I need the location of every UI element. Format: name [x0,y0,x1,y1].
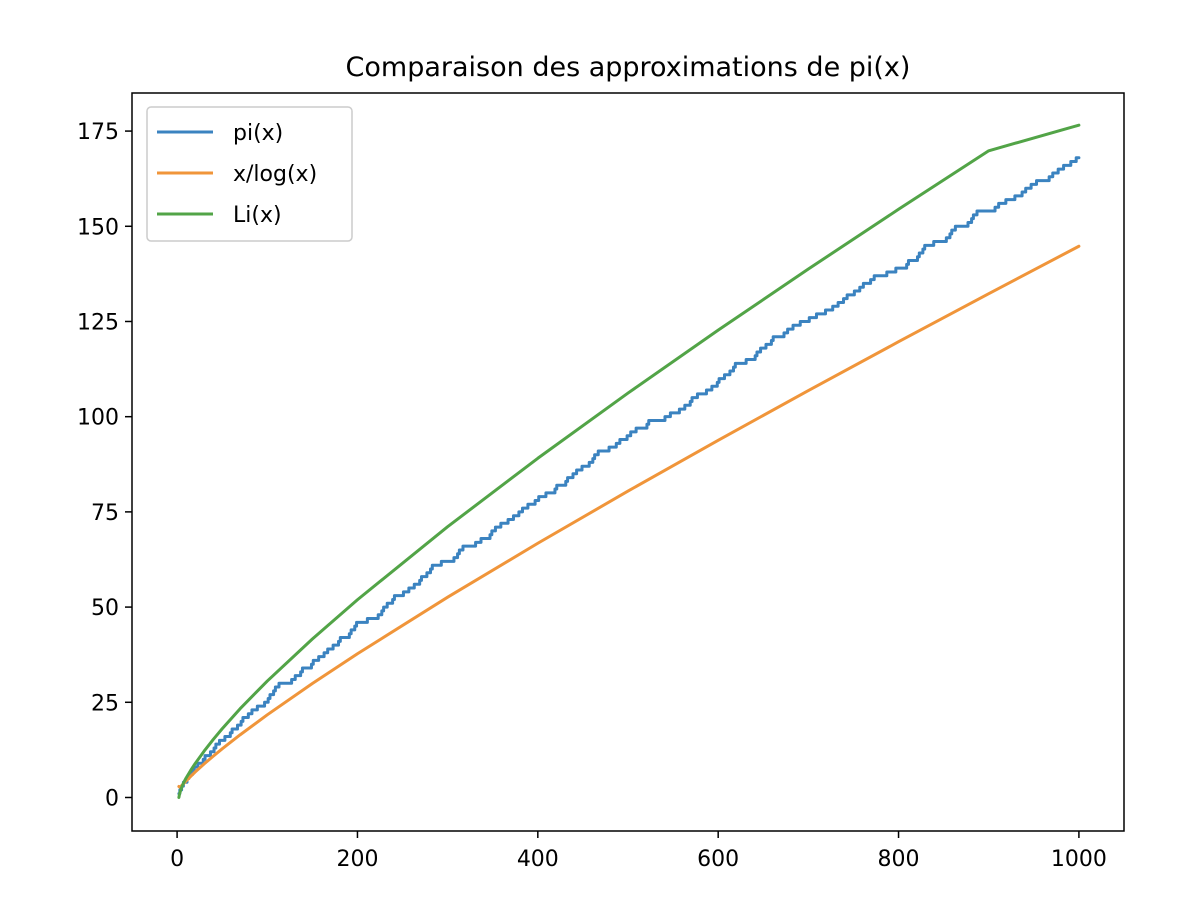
x-tick-label-3: 600 [697,847,739,872]
legend-label-1: x/log(x) [233,162,317,187]
legend-label-2: Li(x) [233,203,282,228]
y-tick-label-1: 25 [91,691,119,716]
plot-area [177,123,1081,799]
y-tick-label-4: 100 [77,406,119,431]
y-tick-label-0: 0 [105,786,119,811]
x-tick-label-5: 1000 [1051,847,1107,872]
series-line-2 [177,123,1081,799]
legend-label-0: pi(x) [233,121,283,146]
x-tick-label-4: 800 [878,847,920,872]
legend: pi(x) x/log(x) Li(x) [146,106,353,242]
y-tick-label-2: 50 [91,596,119,621]
x-tick-label-2: 400 [517,847,559,872]
y-tick-label-6: 150 [77,215,119,240]
axes-frame [131,92,1125,832]
legend-box [146,106,353,242]
y-tick-label-7: 175 [77,120,119,145]
x-tick-label-1: 200 [336,847,378,872]
chart-title: Comparaison des approximations de pi(x) [346,52,911,83]
y-tick-label-5: 125 [77,310,119,335]
y-tick-label-3: 75 [91,501,119,526]
series-line-0 [177,156,1081,796]
series-line-1 [177,244,1081,789]
axes: 0 200 400 600 800 1000 0 25 50 75 100 125 150 175 [77,92,1125,872]
x-tick-label-0: 0 [170,847,184,872]
